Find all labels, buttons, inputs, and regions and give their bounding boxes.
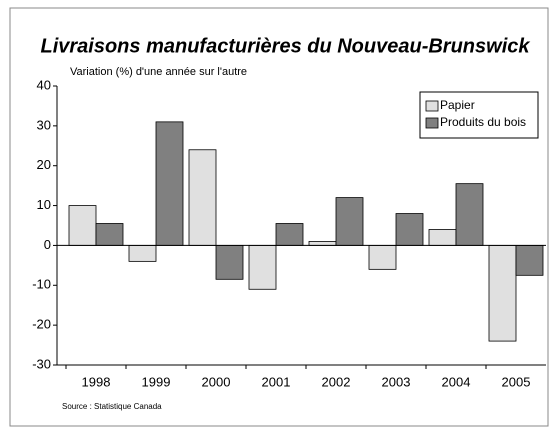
source: Source : Statistique Canada — [62, 402, 162, 411]
bar — [68, 205, 97, 246]
bar — [215, 245, 244, 280]
legend-box — [419, 91, 539, 139]
y-tick-label: 0 — [44, 237, 51, 252]
y-tick-label: 30 — [37, 117, 51, 132]
bar — [455, 183, 484, 246]
y-tick-label: 40 — [37, 77, 51, 92]
y-tick-label: -20 — [32, 317, 51, 332]
bar — [248, 245, 277, 290]
chart-title: Livraisons manufacturières du Nouveau-Br… — [40, 35, 530, 57]
bar — [308, 241, 337, 246]
y-tick-label: -30 — [32, 356, 51, 371]
bar — [335, 197, 364, 246]
legend-label: Papier — [440, 98, 475, 112]
y-tick-label: 10 — [37, 197, 51, 212]
bar — [515, 245, 544, 276]
x-tick-label: 2001 — [262, 374, 291, 389]
bar — [188, 149, 217, 246]
bar — [155, 121, 184, 246]
legend-swatch — [425, 100, 439, 112]
x-tick-label: 2003 — [382, 374, 411, 389]
x-tick-label: 1998 — [82, 374, 111, 389]
bar — [428, 229, 457, 246]
x-tick-label: 2004 — [442, 374, 471, 389]
bar — [368, 245, 397, 270]
x-tick-label: 2000 — [202, 374, 231, 389]
y-tick-label: -10 — [32, 277, 51, 292]
bar — [488, 245, 517, 342]
bar — [95, 223, 124, 246]
bar — [128, 245, 157, 262]
x-tick-label: 2005 — [502, 374, 531, 389]
legend-label: Produits du bois — [440, 115, 526, 129]
x-tick-label: 1999 — [142, 374, 171, 389]
bar — [395, 213, 424, 246]
x-tick-label: 2002 — [322, 374, 351, 389]
subtitle: Variation (%) d'une année sur l'autre — [70, 66, 247, 78]
legend-swatch — [425, 117, 439, 129]
y-tick-label: 20 — [37, 157, 51, 172]
bar — [275, 223, 304, 246]
